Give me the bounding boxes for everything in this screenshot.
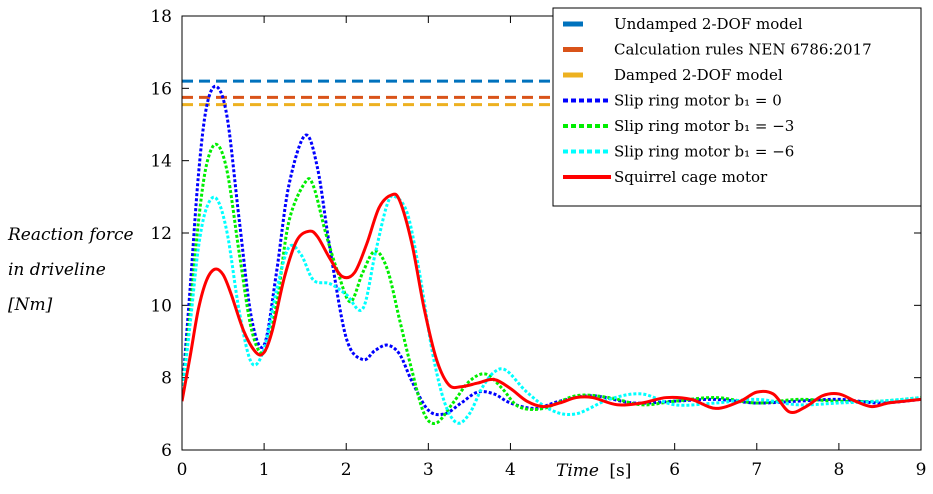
series-line [182, 192, 921, 415]
x-tick-labels: 0 1 2 3 4 6 7 8 9 [177, 460, 927, 480]
legend-label: Slip ring motor b₁ = −6 [614, 143, 794, 161]
legend-label: Squirrel cage motor [614, 168, 768, 186]
legend-label: Slip ring motor b₁ = −3 [614, 117, 794, 135]
x-tick-label: 9 [916, 460, 927, 480]
x-axis-label-variable: Time [556, 461, 599, 481]
legend-label: Undamped 2-DOF model [614, 15, 803, 33]
x-tick-label: 2 [341, 460, 352, 480]
x-axis-label: Time [s] [556, 461, 631, 481]
y-tick-label: 10 [150, 296, 172, 316]
x-tick-label: 4 [505, 460, 516, 480]
x-axis-label-unit: [s] [609, 461, 631, 481]
x-tick-label: 0 [177, 460, 188, 480]
legend-label: Damped 2-DOF model [614, 66, 783, 84]
y-tick-label: 16 [150, 79, 172, 99]
x-tick-label: 1 [259, 460, 270, 480]
x-tick-label: 7 [751, 460, 762, 480]
y-tick-label: 8 [161, 369, 172, 389]
y-tick-labels: 6 8 10 12 14 16 18 [150, 7, 172, 461]
series-lines [182, 84, 921, 425]
y-tick-label: 6 [161, 441, 172, 461]
legend-label: Calculation rules NEN 6786:2017 [614, 41, 872, 59]
y-tick-label: 12 [150, 224, 172, 244]
plot-frame [181, 15, 922, 451]
series-line [182, 142, 921, 425]
y-axis-label-line-2: in driveline [8, 260, 106, 280]
x-tick-label: 3 [423, 460, 434, 480]
y-tick-label: 14 [150, 152, 172, 172]
legend: Undamped 2-DOF model Calculation rules NE… [552, 7, 922, 207]
legend-label: Slip ring motor b₁ = 0 [614, 92, 782, 110]
legend-box [552, 7, 922, 207]
x-tick-label: 6 [669, 460, 680, 480]
y-tick-label: 18 [150, 7, 172, 27]
x-tick-label: 8 [833, 460, 844, 480]
y-axis-label-line-3: [Nm] [8, 295, 53, 315]
y-axis-label-line-1: Reaction force [7, 225, 134, 245]
